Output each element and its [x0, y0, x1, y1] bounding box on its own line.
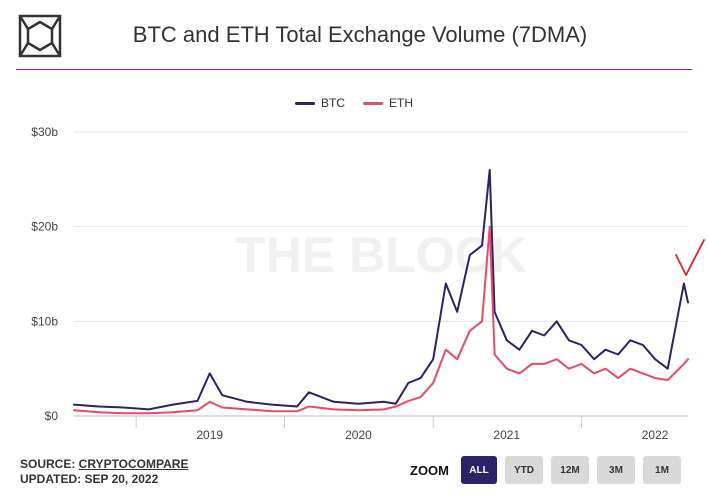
legend-label-eth: ETH — [389, 96, 413, 110]
legend-swatch-eth — [363, 101, 383, 105]
zoom-label: ZOOM — [410, 462, 449, 478]
legend: BTC ETH — [0, 96, 708, 110]
source-info: SOURCE: CRYPTOCOMPARE UPDATED: SEP 20, 2… — [20, 457, 188, 487]
series-line-eth — [73, 225, 689, 415]
y-tick-label: $10b — [31, 314, 58, 328]
zoom-3m-button[interactable]: 3M — [597, 456, 635, 484]
x-tick-label: 2019 — [196, 428, 223, 442]
the-block-logo — [18, 14, 62, 58]
x-tick-label: 2022 — [642, 428, 669, 442]
source-prefix: SOURCE: — [20, 457, 79, 471]
x-tick-label: 2020 — [345, 428, 372, 442]
y-tick-label: $30b — [31, 125, 58, 139]
legend-swatch-btc — [295, 101, 315, 105]
zoom-all-button[interactable]: ALL — [461, 456, 497, 484]
zoom-1m-button[interactable]: 1M — [643, 456, 681, 484]
zoom-ytd-button[interactable]: YTD — [505, 456, 543, 484]
source-line: SOURCE: CRYPTOCOMPARE — [20, 457, 188, 472]
zoom-12m-button[interactable]: 12M — [551, 456, 589, 484]
zoom-controls: ZOOM ALL YTD 12M 3M 1M — [410, 456, 681, 484]
title-divider — [16, 69, 692, 70]
updated-date: UPDATED: SEP 20, 2022 — [20, 472, 159, 486]
source-link[interactable]: CRYPTOCOMPARE — [78, 457, 189, 471]
chart-title: BTC and ETH Total Exchange Volume (7DMA) — [132, 22, 588, 47]
watermark: THE BLOCK — [235, 227, 527, 283]
y-tick-label: $20b — [31, 220, 58, 234]
y-tick-label: $0 — [45, 409, 59, 423]
checkmark-annotation — [675, 239, 705, 276]
series-line-btc — [73, 168, 689, 411]
legend-item-eth[interactable]: ETH — [363, 96, 413, 110]
legend-item-btc[interactable]: BTC — [295, 96, 345, 110]
legend-label-btc: BTC — [321, 96, 345, 110]
x-tick-label: 2021 — [493, 428, 520, 442]
